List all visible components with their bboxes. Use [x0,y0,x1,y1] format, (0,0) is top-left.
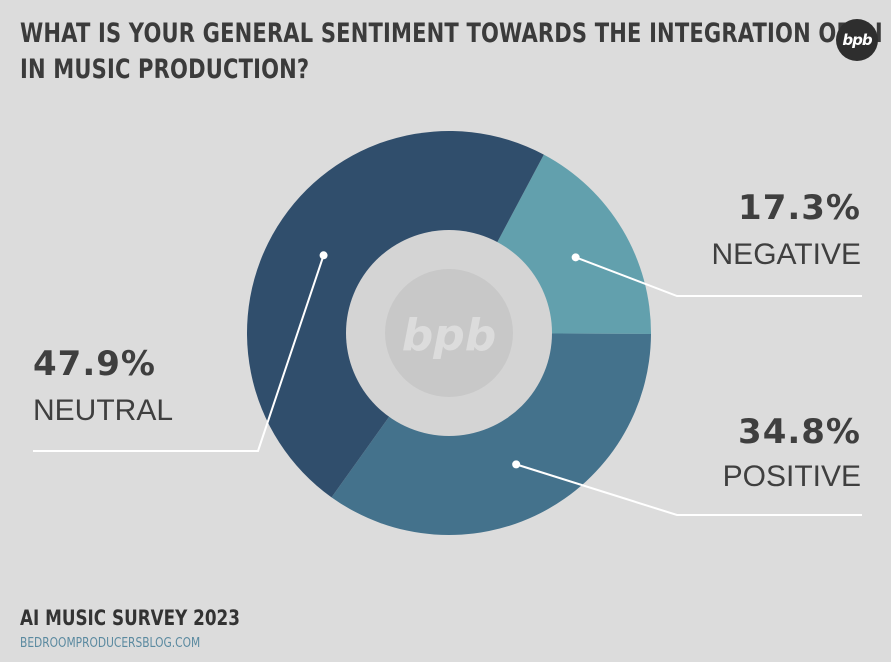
neutral-percent-label: 47.9% [33,344,156,384]
leader-lines [33,251,862,516]
positive-percent-label: 34.8% [738,412,861,452]
positive-leader-dot [512,460,521,469]
positive-slice [331,333,651,536]
positive-leader-line [515,463,862,516]
survey-label: AI MUSIC SURVEY 2023 [20,606,240,630]
negative-category-label: NEGATIVE [711,238,861,271]
negative-leader-line [575,256,862,297]
center-logo-text: bpb [402,310,497,361]
negative-leader-dot [571,253,580,262]
chart-title-line-2: IN MUSIC PRODUCTION? [20,54,310,85]
neutral-leader-line [33,254,325,452]
source-url[interactable]: BEDROOMPRODUCERSBLOG.COM [20,636,201,651]
negative-percent-label: 17.3% [738,188,861,228]
neutral-leader-dot [319,251,328,260]
bpb-logo: bpb [836,19,878,61]
center-logo-circle [385,269,513,397]
positive-category-label: POSITIVE [722,460,861,493]
neutral-category-label: NEUTRAL [33,394,174,427]
